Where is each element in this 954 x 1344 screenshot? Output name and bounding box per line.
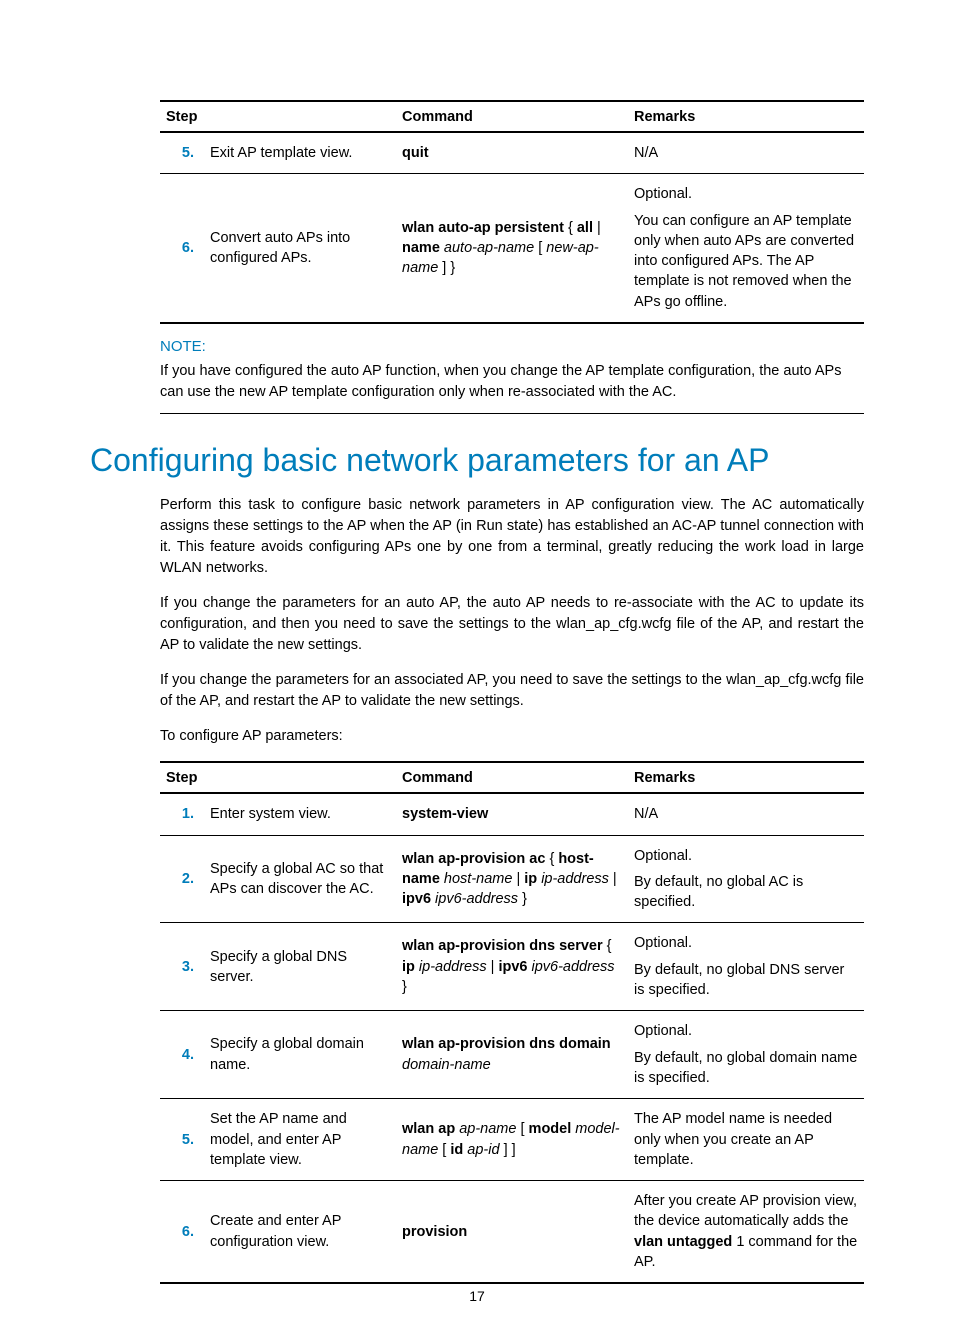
step-command: wlan ap-provision dns server { ip ip-add… bbox=[396, 923, 628, 1011]
paragraph-4: To configure AP parameters: bbox=[160, 726, 864, 747]
table-row: 1.Enter system view.system-viewN/A bbox=[160, 793, 864, 835]
content-block-main: Perform this task to configure basic net… bbox=[160, 495, 864, 1284]
step-remarks: N/A bbox=[628, 793, 864, 835]
step-command: wlan ap-provision ac { host-name host-na… bbox=[396, 835, 628, 923]
step-command: wlan ap ap-name [ model model-name [ id … bbox=[396, 1099, 628, 1181]
table-row: 6.Convert auto APs into configured APs.w… bbox=[160, 174, 864, 323]
table-row: 4.Specify a global domain name.wlan ap-p… bbox=[160, 1011, 864, 1099]
step-number: 6. bbox=[160, 174, 204, 323]
step-description: Enter system view. bbox=[204, 793, 396, 835]
step-number: 5. bbox=[160, 1099, 204, 1181]
page-number: 17 bbox=[0, 1288, 954, 1304]
step-remarks: Optional.By default, no global domain na… bbox=[628, 1011, 864, 1099]
step-remarks: After you create AP provision view, the … bbox=[628, 1181, 864, 1284]
step-command: system-view bbox=[396, 793, 628, 835]
col-command: Command bbox=[396, 762, 628, 793]
step-remarks: N/A bbox=[628, 132, 864, 174]
paragraph-1: Perform this task to configure basic net… bbox=[160, 495, 864, 579]
step-remarks: Optional.By default, no global DNS serve… bbox=[628, 923, 864, 1011]
paragraph-2: If you change the parameters for an auto… bbox=[160, 593, 864, 656]
table2-body: 1.Enter system view.system-viewN/A2.Spec… bbox=[160, 793, 864, 1283]
step-command: wlan ap-provision dns domain domain-name bbox=[396, 1011, 628, 1099]
table-configure-ap-params: Step Command Remarks 1.Enter system view… bbox=[160, 761, 864, 1284]
table-row: 2.Specify a global AC so that APs can di… bbox=[160, 835, 864, 923]
table-ap-template-continued: Step Command Remarks 5.Exit AP template … bbox=[160, 100, 864, 324]
col-remarks: Remarks bbox=[628, 101, 864, 132]
step-description: Set the AP name and model, and enter AP … bbox=[204, 1099, 396, 1181]
col-command: Command bbox=[396, 101, 628, 132]
document-page: Step Command Remarks 5.Exit AP template … bbox=[0, 0, 954, 1344]
table-row: 5.Exit AP template view.quitN/A bbox=[160, 132, 864, 174]
table-row: 5.Set the AP name and model, and enter A… bbox=[160, 1099, 864, 1181]
note-label: NOTE: bbox=[160, 338, 864, 355]
step-description: Exit AP template view. bbox=[204, 132, 396, 174]
note-block: NOTE: If you have configured the auto AP… bbox=[160, 338, 864, 414]
step-command: provision bbox=[396, 1181, 628, 1284]
section-heading: Configuring basic network parameters for… bbox=[90, 442, 864, 479]
step-description: Specify a global domain name. bbox=[204, 1011, 396, 1099]
paragraph-3: If you change the parameters for an asso… bbox=[160, 670, 864, 712]
step-number: 1. bbox=[160, 793, 204, 835]
table1-body: 5.Exit AP template view.quitN/A6.Convert… bbox=[160, 132, 864, 323]
step-remarks: Optional.You can configure an AP templat… bbox=[628, 174, 864, 323]
col-step: Step bbox=[160, 762, 396, 793]
table-row: 6.Create and enter AP configuration view… bbox=[160, 1181, 864, 1284]
table-row: 3.Specify a global DNS server.wlan ap-pr… bbox=[160, 923, 864, 1011]
step-command: quit bbox=[396, 132, 628, 174]
col-remarks: Remarks bbox=[628, 762, 864, 793]
note-box: If you have configured the auto AP funct… bbox=[160, 361, 864, 414]
step-command: wlan auto-ap persistent { all | name aut… bbox=[396, 174, 628, 323]
content-block-top: Step Command Remarks 5.Exit AP template … bbox=[160, 100, 864, 414]
step-description: Specify a global AC so that APs can disc… bbox=[204, 835, 396, 923]
col-step: Step bbox=[160, 101, 396, 132]
step-remarks: The AP model name is needed only when yo… bbox=[628, 1099, 864, 1181]
note-text: If you have configured the auto AP funct… bbox=[160, 361, 864, 403]
step-description: Specify a global DNS server. bbox=[204, 923, 396, 1011]
step-description: Convert auto APs into configured APs. bbox=[204, 174, 396, 323]
step-description: Create and enter AP configuration view. bbox=[204, 1181, 396, 1284]
step-number: 2. bbox=[160, 835, 204, 923]
step-number: 4. bbox=[160, 1011, 204, 1099]
step-number: 6. bbox=[160, 1181, 204, 1284]
step-remarks: Optional.By default, no global AC is spe… bbox=[628, 835, 864, 923]
step-number: 3. bbox=[160, 923, 204, 1011]
step-number: 5. bbox=[160, 132, 204, 174]
